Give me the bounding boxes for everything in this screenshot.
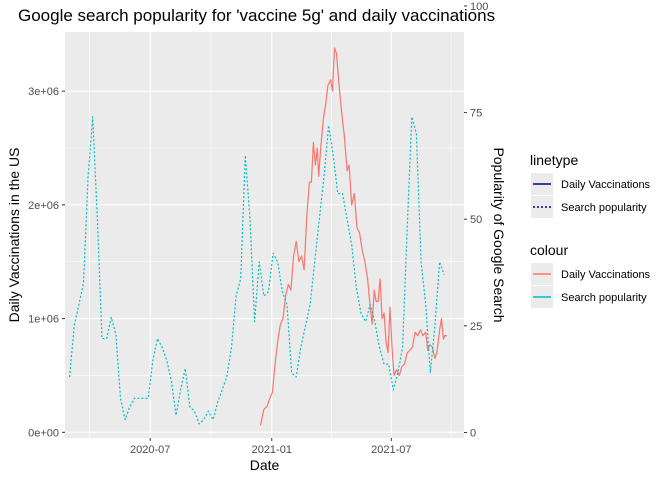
y-tick-label: 1e+06: [28, 314, 59, 326]
legend: linetype Daily Vaccinations Search popular…: [530, 152, 651, 308]
y2-tick-label: 0: [470, 427, 476, 439]
x-tick-label: 2021-01: [252, 444, 292, 456]
y-tick-label: 2e+06: [28, 200, 59, 212]
axes: 0e+00 1e+06 2e+06 3e+06 0 25 50 75 100 2020-07 202…: [28, 1, 488, 456]
series-daily-vaccinations-line: [259, 47, 447, 426]
x-axis-title: Date: [250, 457, 280, 473]
legend-title-colour: colour: [530, 242, 568, 258]
x-tick-label: 2020-07: [130, 444, 170, 456]
series-search-popularity-line: [69, 116, 445, 425]
series-lines: [69, 47, 447, 426]
legend-title-linetype: linetype: [530, 152, 578, 168]
legend-label: Daily Vaccinations: [561, 269, 651, 281]
y-tick-label: 3e+06: [28, 86, 59, 98]
chart-title: Google search popularity for 'vaccine 5g…: [18, 6, 495, 25]
y2-tick-label: 50: [470, 214, 482, 226]
gridlines: [65, 32, 464, 438]
y2-tick-label: 100: [470, 1, 488, 13]
y-axis-title: Daily Vaccinations in the US: [6, 148, 22, 323]
plot-panel: [65, 32, 464, 438]
y2-tick-label: 25: [470, 321, 482, 333]
y2-axis-title: Popularity of Google Search: [491, 147, 507, 322]
y2-tick-label: 75: [470, 108, 482, 120]
legend-label: Search popularity: [561, 292, 647, 304]
y-tick-label: 0e+00: [28, 427, 59, 439]
x-tick-label: 2021-07: [371, 444, 411, 456]
legend-label: Daily Vaccinations: [561, 179, 651, 191]
legend-label: Search popularity: [561, 202, 647, 214]
